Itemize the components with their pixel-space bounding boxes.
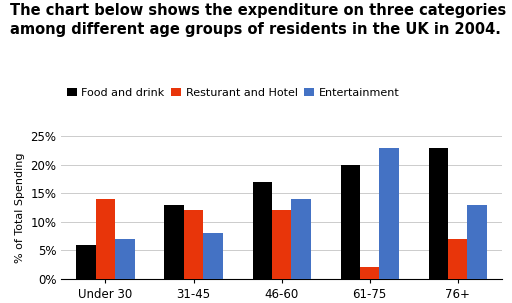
Bar	[76, 245, 96, 279]
Bar	[448, 239, 467, 279]
Bar	[360, 267, 379, 279]
Bar	[96, 199, 115, 279]
Bar	[252, 182, 272, 279]
Text: The chart below shows the expenditure on three categories
among different age gr: The chart below shows the expenditure on…	[10, 3, 506, 37]
Bar	[429, 148, 448, 279]
Bar	[164, 205, 184, 279]
Bar	[379, 148, 399, 279]
Bar	[115, 239, 135, 279]
Y-axis label: % of Total Spending: % of Total Spending	[15, 152, 25, 263]
Bar	[272, 210, 291, 279]
Bar	[184, 210, 203, 279]
Bar	[291, 199, 311, 279]
Legend: Food and drink, Resturant and Hotel, Entertainment: Food and drink, Resturant and Hotel, Ent…	[67, 88, 400, 98]
Bar	[203, 233, 223, 279]
Bar	[340, 165, 360, 279]
Bar	[467, 205, 487, 279]
